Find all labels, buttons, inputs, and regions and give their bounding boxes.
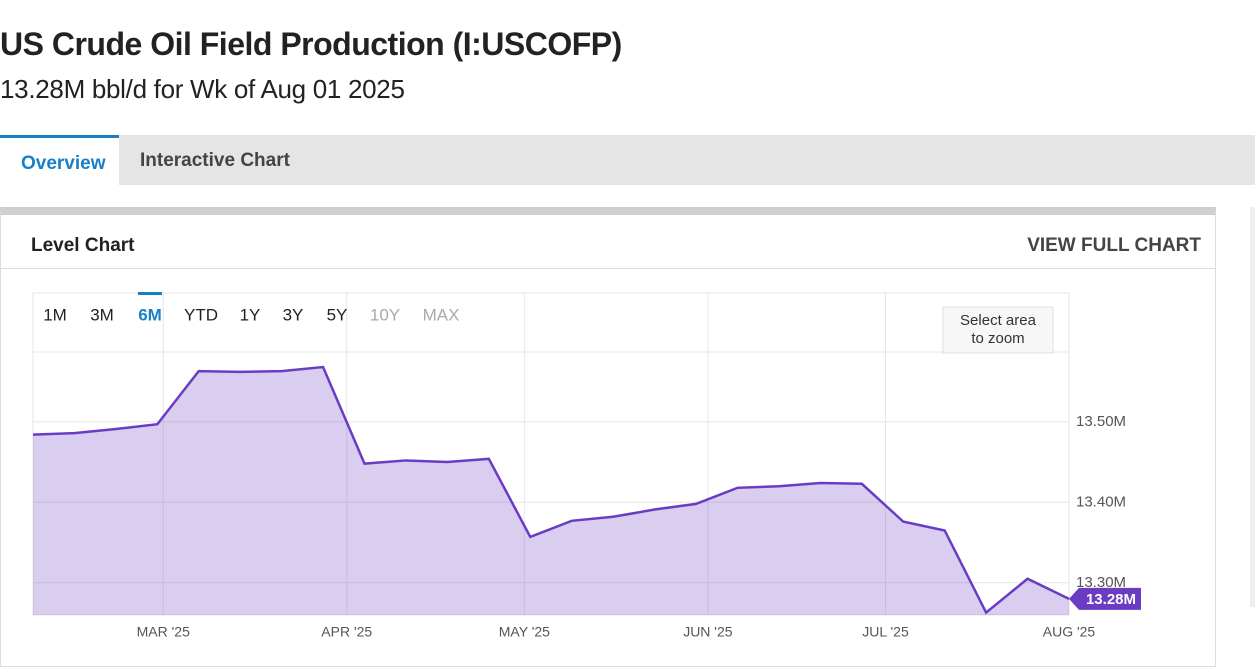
area bbox=[33, 367, 1069, 615]
tab[interactable]: Interactive Chart bbox=[140, 150, 290, 171]
scrollbar bbox=[1250, 207, 1255, 607]
y-tick-label: 13.30M bbox=[1076, 574, 1126, 591]
x-tick-label: MAY '25 bbox=[499, 624, 550, 640]
range-button[interactable]: 3M bbox=[90, 305, 114, 324]
x-tick-label: AUG '25 bbox=[1043, 624, 1096, 640]
tab[interactable]: Overview bbox=[0, 135, 119, 185]
page-title: US Crude Oil Field Production (I:USCOFP) bbox=[0, 26, 622, 62]
range-button[interactable]: 5Y bbox=[327, 305, 348, 324]
x-tick-label: APR '25 bbox=[321, 624, 372, 640]
range-button[interactable]: YTD bbox=[184, 305, 218, 324]
x-tick-label: MAR '25 bbox=[137, 624, 190, 640]
range-selected bbox=[138, 292, 162, 295]
separator bbox=[1, 268, 1215, 269]
value-label: 13.28M bbox=[1086, 591, 1136, 608]
x-tick-label: JUN '25 bbox=[683, 624, 733, 640]
zoom-hint-box bbox=[942, 306, 1054, 354]
y-tick-label: 13.50M bbox=[1076, 413, 1126, 430]
line bbox=[32, 365, 1070, 615]
zoom-hint: Select area to zoom bbox=[960, 312, 1037, 347]
range-button[interactable]: 1Y bbox=[240, 305, 261, 324]
range-button[interactable]: MAX bbox=[423, 305, 460, 324]
y-tick-label: 13.40M bbox=[1076, 493, 1126, 510]
range-button[interactable]: 10Y bbox=[370, 305, 400, 324]
range-button[interactable]: 3Y bbox=[283, 305, 304, 324]
view-full-chart[interactable]: VIEW FULL CHART bbox=[1027, 235, 1201, 256]
range-button[interactable]: 6M bbox=[138, 305, 162, 324]
value-flag bbox=[1069, 587, 1141, 610]
tab-bar: Overview Interactive Chart bbox=[0, 135, 1255, 185]
page-subtitle: 13.28M bbl/d for Wk of Aug 01 2025 bbox=[0, 74, 405, 104]
card-title: Level Chart bbox=[31, 235, 135, 256]
x-tick-label: JUL '25 bbox=[862, 624, 909, 640]
range-button[interactable]: 1M bbox=[43, 305, 67, 324]
